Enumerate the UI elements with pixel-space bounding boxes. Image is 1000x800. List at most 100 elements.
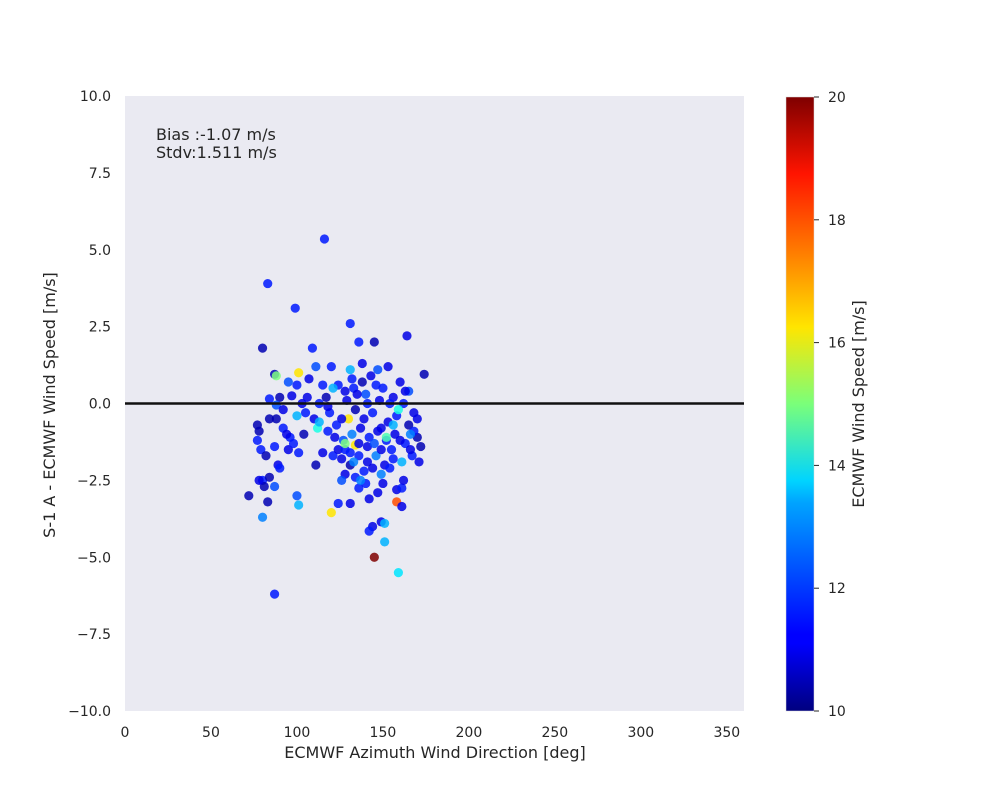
colorbar-tick-labels: 10 12 14 16 18 20: [814, 90, 846, 720]
colorbar-tick-label: 12: [828, 581, 846, 597]
data-point: [326, 508, 336, 518]
data-point: [318, 448, 328, 458]
y-axis-label: S-1 A - ECMWF Wind Speed [m/s]: [40, 272, 59, 538]
data-point: [383, 362, 393, 372]
data-point: [395, 435, 405, 445]
data-point: [330, 432, 340, 442]
x-tick-label: 50: [202, 725, 220, 741]
colorbar-tick-label: 16: [828, 336, 846, 352]
data-point: [373, 365, 383, 375]
data-point: [263, 497, 273, 507]
y-tick-labels: 10.0 7.5 5.0 2.5 0.0 −2.5 −5.0 −7.5 −10.0: [68, 89, 111, 720]
data-point: [378, 383, 388, 393]
data-point: [398, 475, 409, 485]
data-point: [362, 457, 373, 467]
data-point: [257, 343, 268, 353]
data-point: [397, 457, 407, 467]
data-point: [354, 337, 364, 347]
x-tick-label: 300: [627, 725, 654, 741]
data-point: [371, 380, 381, 390]
data-point: [405, 429, 416, 439]
data-point: [345, 365, 355, 375]
data-point: [259, 481, 269, 492]
data-point: [412, 414, 422, 424]
data-point: [271, 414, 281, 424]
stdv-annotation: Stdv:1.511 m/s: [156, 143, 277, 162]
data-point: [326, 362, 336, 372]
data-point: [252, 435, 262, 445]
data-point: [321, 392, 331, 402]
data-point: [300, 408, 311, 418]
data-points: [244, 234, 429, 599]
data-point: [393, 405, 403, 415]
data-point: [419, 369, 429, 379]
colorbar-tick-label: 14: [828, 458, 846, 474]
data-point: [416, 441, 426, 452]
data-point: [364, 526, 374, 536]
data-point: [328, 383, 338, 393]
data-point: [359, 466, 369, 476]
data-point: [347, 429, 357, 439]
data-point: [378, 478, 388, 489]
bias-annotation: Bias :-1.07 m/s: [156, 125, 276, 144]
data-point: [414, 457, 424, 467]
data-point: [355, 423, 366, 433]
data-point: [405, 445, 416, 455]
y-tick-label: 5.0: [89, 243, 111, 259]
x-tick-label: 250: [541, 725, 568, 741]
data-point: [331, 420, 342, 430]
data-point: [264, 414, 275, 424]
data-point: [333, 445, 343, 455]
data-point: [376, 469, 386, 479]
data-point: [381, 432, 391, 442]
data-point: [337, 414, 347, 424]
y-tick-label: 0.0: [89, 397, 111, 413]
colorbar-tick-label: 10: [828, 704, 846, 720]
data-point: [362, 441, 373, 452]
data-point: [328, 451, 338, 461]
data-point: [397, 501, 407, 512]
data-point: [292, 491, 302, 501]
data-point: [364, 494, 374, 504]
data-point: [340, 438, 350, 449]
data-point: [283, 377, 293, 387]
data-point: [354, 438, 364, 449]
data-point: [373, 488, 383, 498]
data-point: [263, 278, 273, 289]
data-point: [283, 445, 293, 455]
data-point: [311, 460, 321, 470]
colorbar-tick-label: 18: [828, 213, 846, 229]
data-point: [361, 389, 371, 399]
colorbar: [785, 96, 815, 712]
data-point: [307, 343, 318, 353]
data-point: [349, 457, 359, 467]
data-point: [345, 318, 355, 329]
data-point: [350, 405, 361, 415]
data-point: [294, 500, 304, 510]
x-axis-label: ECMWF Azimuth Wind Direction [deg]: [284, 743, 586, 762]
data-point: [369, 337, 379, 347]
data-point: [311, 362, 321, 372]
data-point: [254, 475, 264, 485]
data-point: [275, 392, 285, 402]
data-point: [278, 405, 288, 415]
data-point: [264, 472, 275, 482]
data-point: [364, 432, 374, 442]
y-tick-label: 7.5: [89, 166, 111, 182]
data-point: [318, 380, 328, 390]
data-point: [287, 391, 297, 401]
data-point: [368, 463, 378, 473]
data-point: [380, 537, 390, 547]
y-tick-label: 10.0: [80, 89, 111, 105]
data-point: [257, 512, 268, 522]
data-point: [294, 368, 304, 378]
data-point: [282, 429, 292, 439]
data-point: [354, 483, 364, 493]
x-tick-label: 100: [284, 725, 311, 741]
data-point: [386, 445, 397, 455]
data-point: [402, 331, 412, 341]
data-point: [269, 441, 280, 452]
data-point: [368, 408, 378, 418]
data-point: [345, 498, 355, 509]
